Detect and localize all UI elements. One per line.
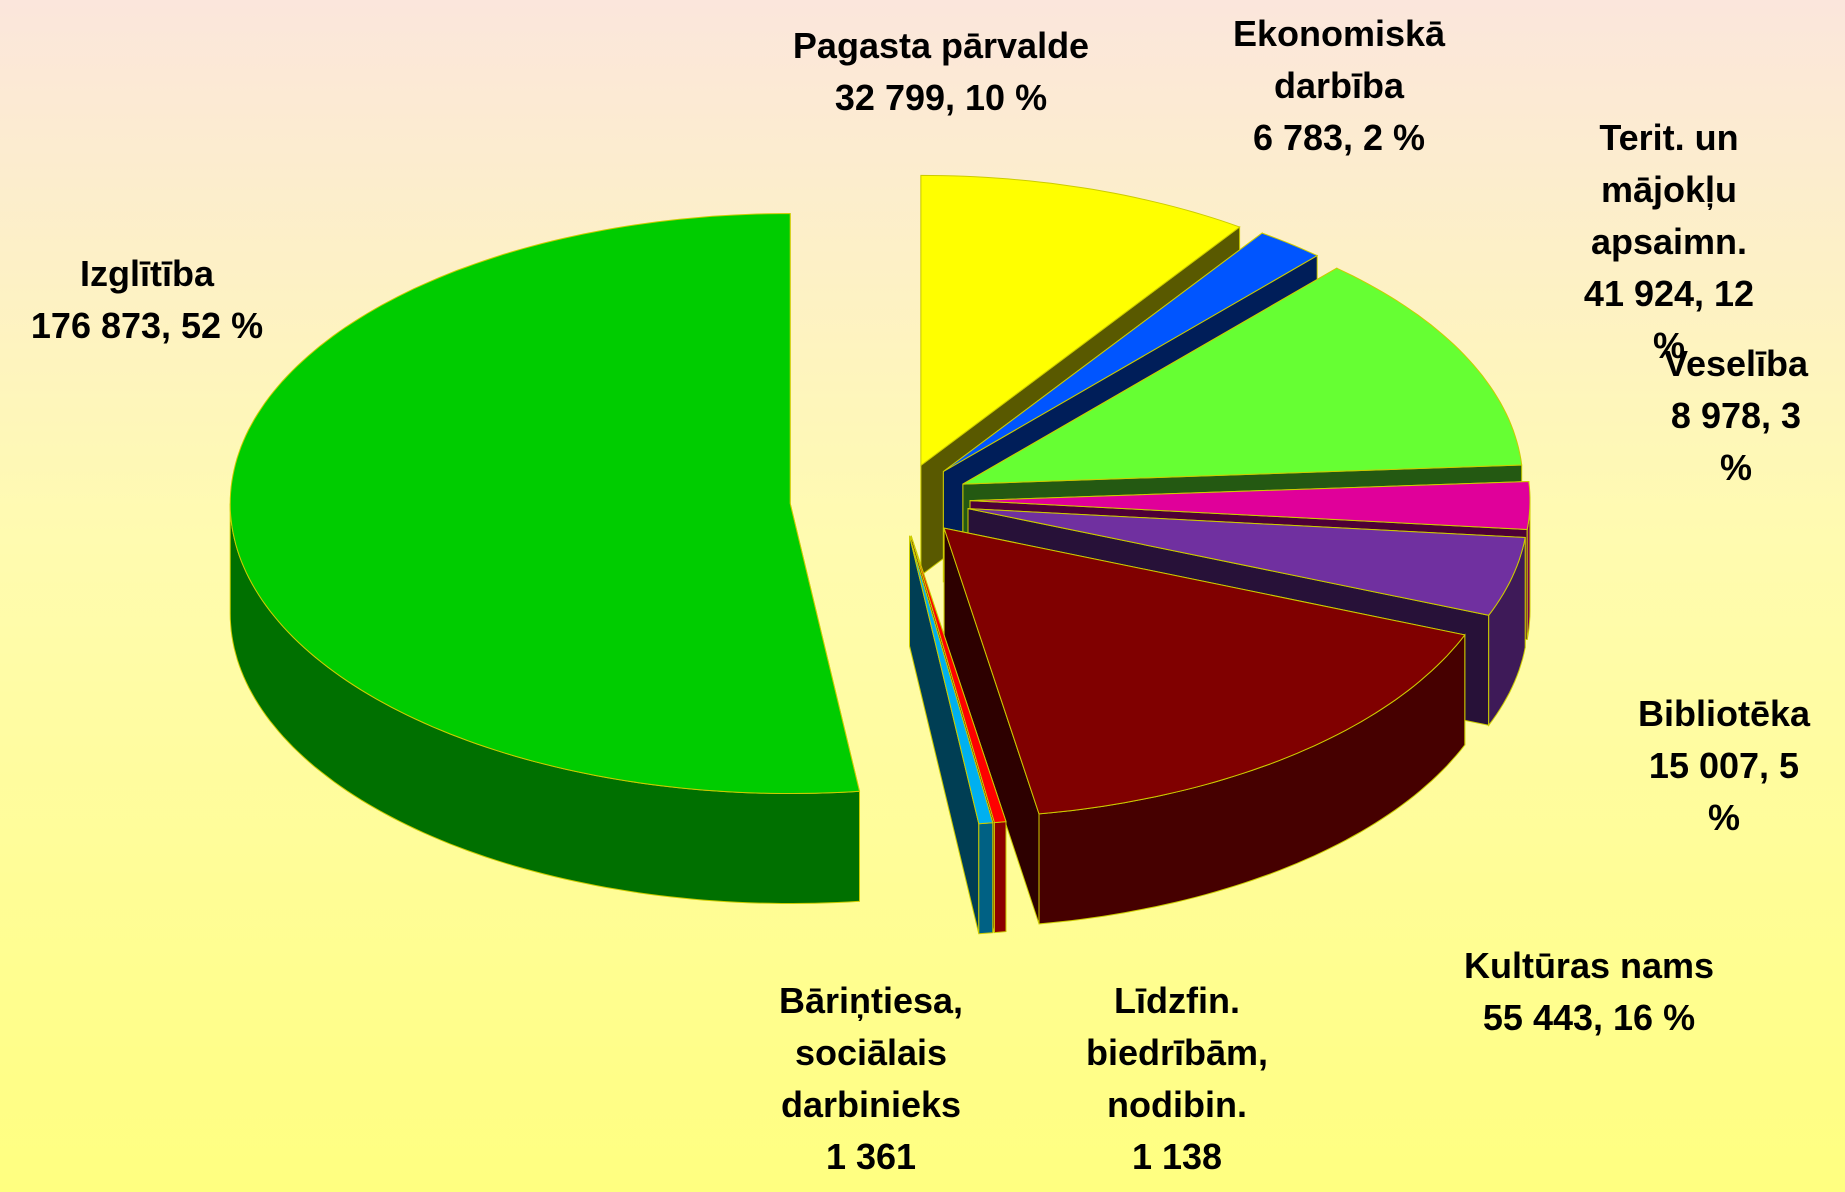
category-label: Veselība: [1663, 343, 1809, 384]
slice: [969, 480, 1531, 531]
slice-label: Pagasta pārvalde 32 799, 10 %: [793, 20, 1089, 124]
slice-label: Izglītība 176 873, 52 %: [31, 248, 263, 352]
category-label: Terit. un mājokļu apsaimn.: [1590, 117, 1748, 262]
slice: [962, 267, 1523, 485]
category-label: Ekonomiskā darbība: [1232, 13, 1446, 106]
value-label: 8 978, 3 %: [1670, 395, 1802, 488]
slice-side: [993, 821, 1007, 934]
value-label: 1 138: [1131, 1136, 1223, 1177]
slice: [943, 527, 1466, 815]
slice: [967, 508, 1526, 616]
slice: [920, 174, 1241, 467]
category-label: Izglītība: [79, 253, 214, 294]
category-label: Bāriņtiesa, sociālais darbinieks: [778, 980, 964, 1125]
value-label: 6 783, 2 %: [1252, 117, 1426, 158]
slice-label: Terit. un mājokļu apsaimn. 41 924, 12 %: [1581, 112, 1757, 372]
slice-side: [978, 822, 994, 935]
slice-label: Veselība 8 978, 3 %: [1664, 338, 1808, 494]
slice-label: Bāriņtiesa, sociālais darbinieks 1 361: [779, 975, 963, 1183]
value-label: 1 361: [825, 1136, 917, 1177]
slice: [943, 232, 1319, 472]
slice-label: Ekonomiskā darbība 6 783, 2 %: [1233, 8, 1445, 164]
value-label: 15 007, 5 %: [1648, 745, 1800, 838]
value-label: 176 873, 52 %: [30, 305, 264, 346]
value-label: 32 799, 10 %: [834, 77, 1048, 118]
value-label: 41 924, 12 %: [1583, 273, 1755, 366]
slice: [229, 212, 861, 794]
value-label: 55 443, 16 %: [1482, 997, 1696, 1038]
category-label: Pagasta pārvalde: [792, 25, 1090, 66]
slice-label: Bibliotēka 15 007, 5 %: [1638, 688, 1810, 844]
slice-label: Līdzfin. biedrībām, nodibin. 1 138: [1086, 975, 1268, 1183]
slice: [909, 535, 994, 825]
category-label: Kultūras nams: [1463, 945, 1715, 986]
slice: [910, 535, 1007, 824]
category-label: Līdzfin. biedrībām, nodibin.: [1085, 980, 1269, 1125]
slice-label: Kultūras nams 55 443, 16 %: [1464, 940, 1714, 1044]
slice-tops: [229, 174, 1531, 825]
category-label: Bibliotēka: [1637, 693, 1811, 734]
